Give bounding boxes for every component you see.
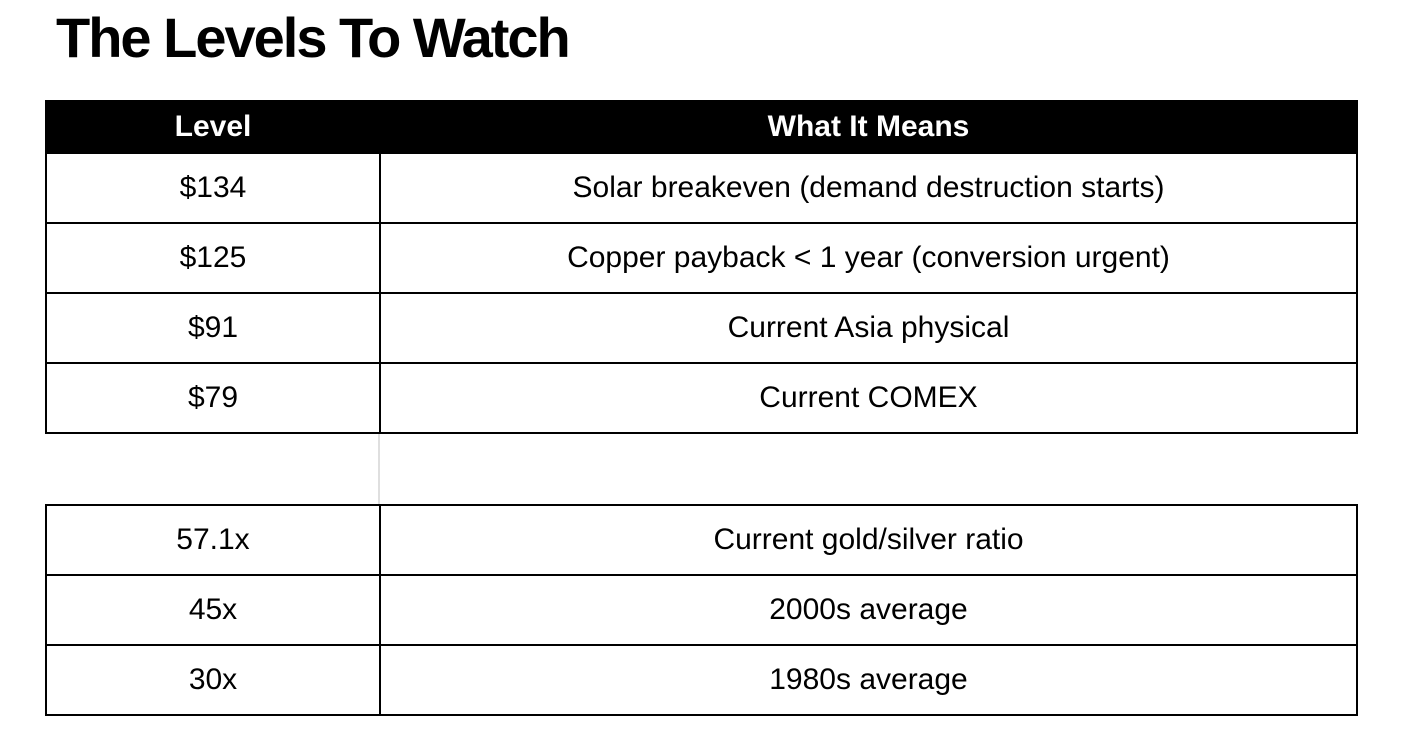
meaning-cell: 1980s average bbox=[379, 644, 1358, 716]
levels-tables: Level What It Means $134 Solar breakeven… bbox=[45, 100, 1358, 716]
level-cell: 30x bbox=[45, 644, 381, 716]
meaning-cell: 2000s average bbox=[379, 574, 1358, 646]
meaning-cell: Current COMEX bbox=[379, 362, 1358, 434]
level-column-header: Level bbox=[45, 100, 381, 154]
gap-column-divider-line bbox=[378, 434, 380, 504]
level-cell: $91 bbox=[45, 292, 381, 364]
table-row: $79 Current COMEX bbox=[45, 362, 1358, 434]
meaning-cell: Solar breakeven (demand destruction star… bbox=[379, 152, 1358, 224]
level-cell: $79 bbox=[45, 362, 381, 434]
meaning-cell: Copper payback < 1 year (conversion urge… bbox=[379, 222, 1358, 294]
ratios-table: 57.1x Current gold/silver ratio 45x 2000… bbox=[45, 504, 1358, 716]
levels-table: Level What It Means $134 Solar breakeven… bbox=[45, 100, 1358, 434]
table-row: 45x 2000s average bbox=[45, 574, 1358, 646]
level-cell: 45x bbox=[45, 574, 381, 646]
level-cell: $125 bbox=[45, 222, 381, 294]
header-row: Level What It Means bbox=[45, 100, 1358, 154]
meaning-cell: Current Asia physical bbox=[379, 292, 1358, 364]
page-title: The Levels To Watch bbox=[56, 6, 571, 69]
table-row: $134 Solar breakeven (demand destruction… bbox=[45, 152, 1358, 224]
meaning-column-header: What It Means bbox=[379, 100, 1358, 154]
table-row: 30x 1980s average bbox=[45, 644, 1358, 716]
table-row: $125 Copper payback < 1 year (conversion… bbox=[45, 222, 1358, 294]
level-cell: 57.1x bbox=[45, 504, 381, 576]
level-cell: $134 bbox=[45, 152, 381, 224]
meaning-cell: Current gold/silver ratio bbox=[379, 504, 1358, 576]
table-gap bbox=[45, 434, 1358, 504]
table-row: $91 Current Asia physical bbox=[45, 292, 1358, 364]
table-row: 57.1x Current gold/silver ratio bbox=[45, 504, 1358, 576]
